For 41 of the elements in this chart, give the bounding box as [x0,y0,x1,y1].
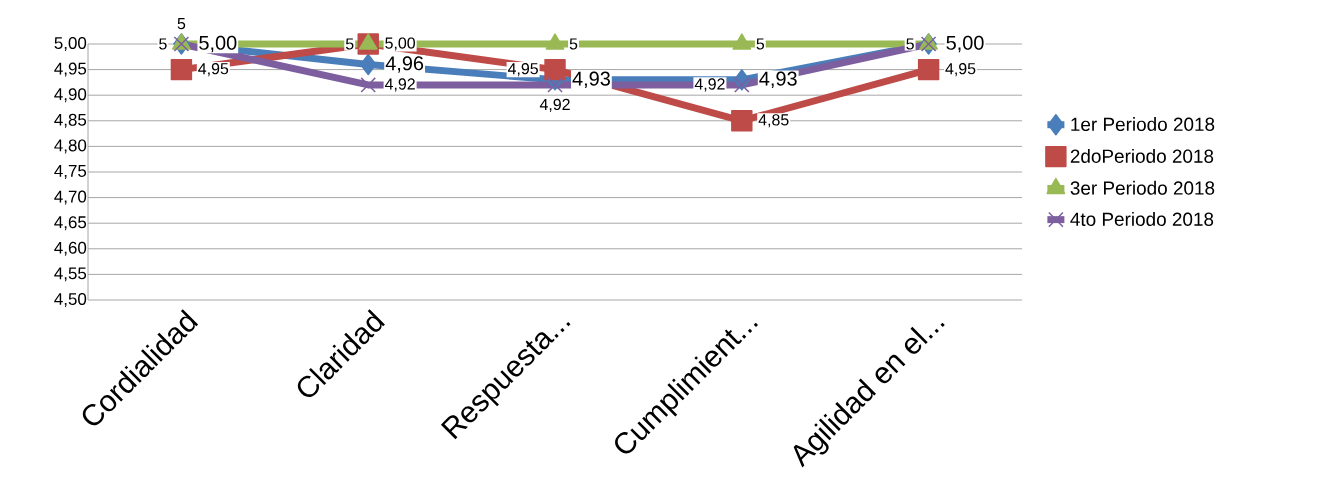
data-label: 5 [569,38,578,50]
data-label: 5 [906,38,914,50]
data-label: 4,95 [507,63,538,77]
data-label: 5 [177,18,186,30]
y-tick-label: 4,75 [54,165,87,179]
data-label: 4,93 [759,71,797,89]
data-label: 4,93 [572,71,610,89]
data-label: 5 [159,38,167,50]
y-tick-label: 4,65 [54,216,87,231]
y-tick-label: 4,50 [54,292,87,307]
data-label: 5,00 [199,35,237,53]
legend-label: 3er Periodo 2018 [1070,180,1215,195]
data-label: 5,00 [385,37,415,51]
data-label: 5,00 [946,35,984,53]
data-label: 4,92 [384,78,415,92]
y-tick-label: 4,90 [54,88,87,103]
point [170,58,193,81]
y-tick-label: 4,80 [54,139,87,154]
legend-label: 4to Periodo 2018 [1070,212,1214,226]
y-tick-label: 5,00 [54,36,87,51]
y-tick-label: 4,85 [54,113,87,128]
data-label: 4,95 [198,63,229,77]
point [547,77,563,93]
point [731,110,753,132]
legend-label: 2doPeriodo 2018 [1070,148,1214,163]
legend-label: 1er Periodo 2018 [1071,117,1215,132]
y-tick-label: 4,95 [54,62,87,77]
y-tick-label: 4,55 [54,267,87,282]
data-label: 4,92 [539,98,570,112]
point [544,58,566,81]
y-tick-label: 4,70 [54,190,87,205]
data-label: 5 [345,38,354,50]
data-label: 4,95 [945,63,976,77]
point [917,58,940,81]
data-label: 4,92 [694,78,725,92]
point [734,77,750,93]
point [359,53,377,76]
data-label: 5 [756,38,765,50]
y-tick-label: 4,60 [54,241,87,256]
data-label: 4,85 [758,114,789,128]
data-label: 4,96 [385,56,424,73]
